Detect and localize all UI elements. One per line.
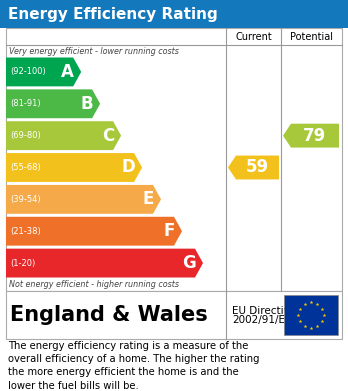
- Bar: [0, 0, 348, 28]
- Text: Potential: Potential: [290, 32, 333, 41]
- Bar: [6, 28, 342, 291]
- Text: (55-68): (55-68): [10, 163, 41, 172]
- Polygon shape: [6, 217, 182, 246]
- Polygon shape: [6, 57, 81, 86]
- Text: England & Wales: England & Wales: [10, 305, 208, 325]
- Text: (92-100): (92-100): [10, 67, 46, 76]
- Text: Very energy efficient - lower running costs: Very energy efficient - lower running co…: [9, 47, 179, 56]
- Text: B: B: [80, 95, 93, 113]
- Text: Not energy efficient - higher running costs: Not energy efficient - higher running co…: [9, 280, 179, 289]
- Text: E: E: [143, 190, 154, 208]
- Text: (81-91): (81-91): [10, 99, 41, 108]
- Bar: [284, 295, 338, 335]
- Text: G: G: [182, 254, 196, 272]
- Text: The energy efficiency rating is a measure of the
overall efficiency of a home. T: The energy efficiency rating is a measur…: [8, 341, 260, 391]
- Polygon shape: [6, 121, 121, 150]
- Text: (39-54): (39-54): [10, 195, 41, 204]
- Text: (69-80): (69-80): [10, 131, 41, 140]
- Polygon shape: [6, 185, 161, 214]
- Polygon shape: [228, 156, 279, 179]
- Text: EU Directive: EU Directive: [232, 306, 296, 316]
- Text: Current: Current: [235, 32, 272, 41]
- Text: (1-20): (1-20): [10, 258, 35, 267]
- Text: 79: 79: [303, 127, 327, 145]
- Text: D: D: [121, 158, 135, 176]
- Polygon shape: [6, 90, 100, 118]
- Text: (21-38): (21-38): [10, 227, 41, 236]
- Text: Energy Efficiency Rating: Energy Efficiency Rating: [8, 7, 218, 22]
- Text: C: C: [102, 127, 114, 145]
- Polygon shape: [283, 124, 339, 147]
- Text: 2002/91/EC: 2002/91/EC: [232, 315, 292, 325]
- Polygon shape: [6, 249, 203, 278]
- Text: A: A: [61, 63, 74, 81]
- Bar: [6, 291, 342, 339]
- Text: F: F: [164, 222, 175, 240]
- Polygon shape: [6, 153, 142, 182]
- Text: 59: 59: [246, 158, 269, 176]
